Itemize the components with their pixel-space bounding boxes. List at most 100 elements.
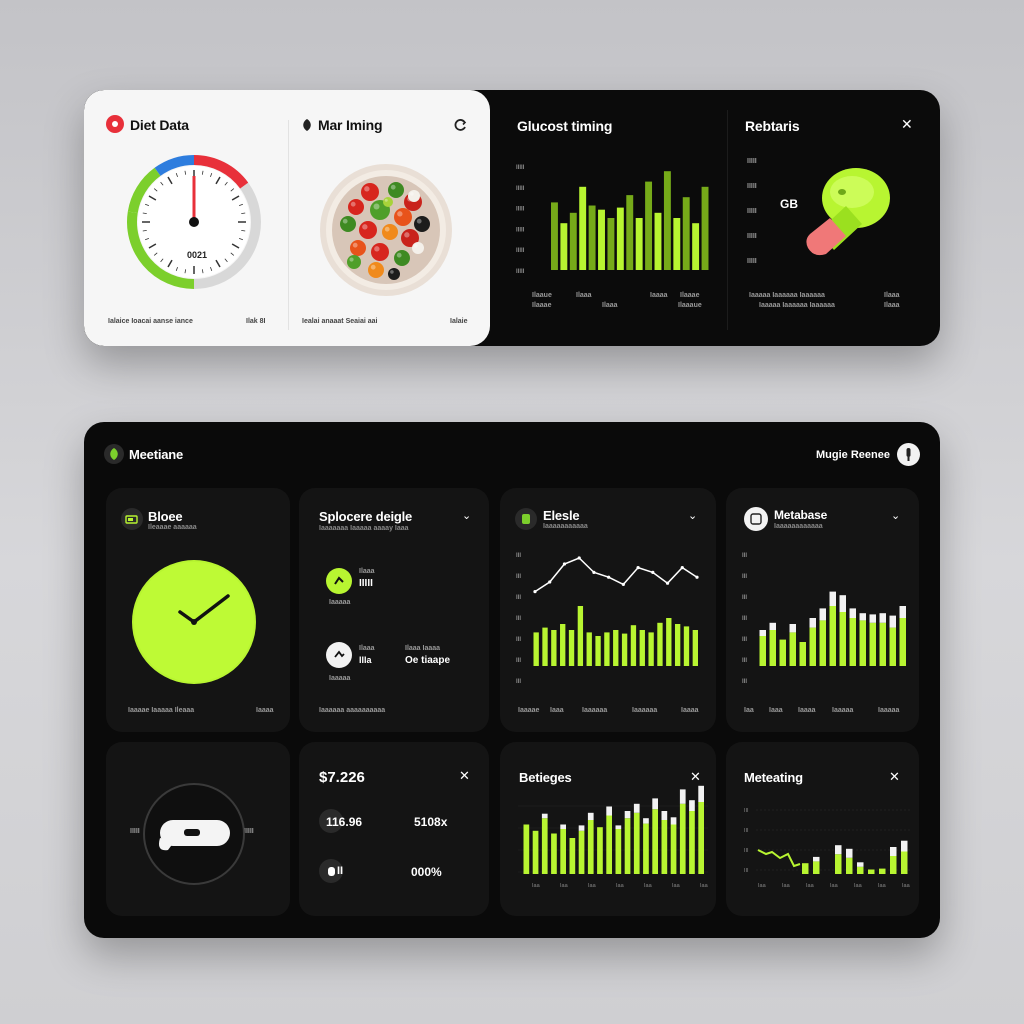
row2-left-value: II: [337, 865, 344, 877]
salad-highlight: [373, 203, 380, 210]
capsule-3d-image: [806, 168, 890, 256]
elesle-point: [621, 582, 625, 586]
salad-item: [347, 255, 361, 269]
metabase-chart: III III III III III III III: [742, 553, 906, 685]
gauge-tick: [160, 258, 164, 263]
gauge-tick: [230, 252, 235, 256]
betieges-bar-cap: [578, 825, 585, 831]
chevron-down-icon[interactable]: ⌄: [891, 510, 901, 522]
salad-item: [412, 242, 424, 254]
metabase-xlabel-1: Iaa: [744, 707, 754, 714]
meteating-xtick: Iaa: [854, 883, 863, 889]
salad-highlight: [410, 192, 414, 196]
betieges-xtick: Iaa: [560, 883, 569, 889]
splits-item2-label: Ilaaa: [359, 645, 375, 652]
splits-card: Splocere deigle ⌄ Iaaaaaaa Iaaaaa aaaay …: [299, 488, 489, 732]
meteating-bar: [835, 854, 842, 874]
meteating-xtick: Iaa: [806, 883, 815, 889]
betieges-bar-cap: [652, 798, 658, 810]
glucose-bar: [673, 218, 681, 270]
refresh-icon[interactable]: [454, 118, 467, 132]
salad-item: [388, 268, 400, 280]
elesle-bar: [630, 625, 637, 666]
betieges-bar: [661, 820, 668, 874]
gauge-hub: [189, 217, 199, 227]
metabase-bar: [869, 622, 876, 666]
betieges-bar: [551, 833, 557, 874]
salad-highlight: [384, 226, 390, 232]
dial-label-left: IIIII: [130, 828, 140, 835]
elesle-ytick: III: [516, 553, 521, 559]
avatar[interactable]: [897, 443, 920, 466]
elesle-ytick: III: [516, 637, 521, 643]
diet-dot-icon: [106, 115, 124, 133]
chevron-down-icon[interactable]: ⌄: [688, 510, 698, 522]
salad-highlight: [362, 224, 368, 230]
metabase-xlabel-3: Iaaaa: [798, 707, 816, 714]
betieges-bar-cap: [633, 803, 640, 813]
clock-hand-icon: [178, 594, 230, 625]
glucose-xlabel-4: Ilaaae: [680, 292, 700, 299]
glucose-xlabel2-1: Ilaaae: [532, 302, 552, 309]
close-icon[interactable]: ✕: [901, 116, 913, 132]
gauge-tick: [175, 266, 178, 272]
salad-highlight: [390, 184, 396, 190]
glucose-bar: [692, 223, 700, 270]
gauge-tick: [241, 229, 246, 232]
metabase-ytick: III: [742, 679, 747, 685]
betieges-bar: [532, 830, 539, 874]
meteating-bar: [802, 863, 809, 874]
chevron-down-icon[interactable]: ⌄: [462, 510, 472, 522]
betieges-bar: [624, 818, 631, 874]
gauge-tick: [230, 188, 235, 192]
salad-highlight: [370, 264, 376, 270]
betieges-title: Betieges: [519, 770, 572, 785]
metabase-bar-cap: [759, 630, 766, 636]
values-card: $7.226 ✕ 116.96 5108x II 000%: [299, 742, 489, 916]
splits-item2-right-label: Ilaaa Iaaaa: [405, 645, 441, 652]
elesle-xlabel-5: Iaaaa: [681, 707, 699, 714]
metabase-bar: [829, 606, 836, 666]
betieges-bar: [569, 838, 576, 874]
splits-title: Splocere deigle: [319, 509, 413, 524]
meteating-bar-cap: [813, 856, 820, 862]
elesle-xlabel-2: Iaaa: [550, 707, 564, 714]
glucose-ytick: IIIII: [516, 165, 525, 171]
betieges-xtick: Iaa: [616, 883, 625, 889]
elesle-bar: [533, 632, 539, 666]
user-name[interactable]: Mugie Reenee: [816, 449, 890, 461]
meal-footer-left: Iealai anaaat Seaiai aai: [302, 318, 378, 325]
values-title: $7.226: [319, 769, 365, 786]
glucose-bar: [607, 218, 615, 270]
betieges-bar: [670, 824, 677, 874]
blose-sub: Ileaaae aaaaaa: [148, 524, 197, 531]
meteating-xtick: Iaa: [830, 883, 839, 889]
close-icon[interactable]: ✕: [889, 769, 900, 784]
leaf-icon: [303, 119, 311, 131]
betieges-bar-cap: [689, 800, 695, 811]
elesle-ytick: III: [516, 658, 521, 664]
meteating-xtick: Iaa: [878, 883, 887, 889]
elesle-bar: [613, 630, 619, 666]
gauge-tick: [231, 243, 240, 249]
close-icon[interactable]: ✕: [459, 768, 470, 783]
elesle-xlabel-1: Iaaaae: [518, 707, 540, 714]
metabase-sub: Iaaaaaaaaaaaa: [774, 523, 823, 530]
meteating-bar: [901, 851, 908, 874]
elesle-card: Elesle ⌄ Iaaaaaaaaaaa III III III III III III…: [500, 488, 716, 732]
gauge-tick: [238, 203, 244, 206]
close-icon[interactable]: ✕: [690, 769, 701, 784]
metabase-bar: [879, 622, 886, 666]
gauge-tick: [241, 212, 246, 215]
metabase-xlabel-2: Iaaa: [769, 707, 783, 714]
row1-right-value: 5108x: [414, 815, 448, 829]
elesle-point: [548, 580, 552, 584]
gauge-tick: [148, 243, 157, 249]
elesle-sub: Iaaaaaaaaaaa: [543, 523, 588, 530]
betieges-bar: [643, 823, 649, 874]
gauge-tick: [144, 238, 150, 241]
lime-dot-icon: [326, 568, 352, 594]
metabase-xlabel-5: Iaaaaa: [878, 707, 900, 714]
gauge-tick: [215, 176, 221, 185]
salad-item: [382, 224, 398, 240]
